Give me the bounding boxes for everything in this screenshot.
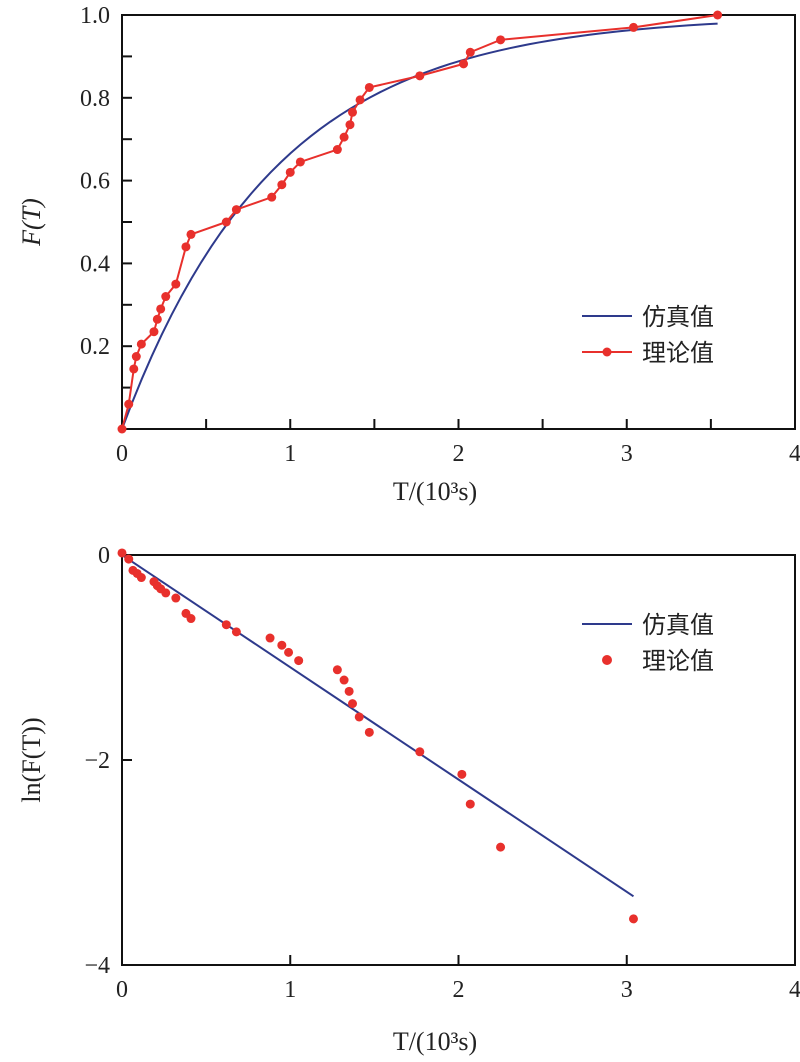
theory-point	[265, 633, 275, 643]
theory-point	[285, 167, 295, 177]
theory-point	[152, 314, 162, 324]
theory-point	[124, 554, 134, 564]
theory-point	[117, 548, 127, 558]
theory-point	[459, 59, 469, 69]
legend-marker-theory	[602, 347, 612, 357]
x-tick-label: 3	[621, 977, 633, 1003]
theory-point	[267, 192, 277, 202]
x-axis-label: T/(10³s)	[393, 477, 477, 506]
theory-point	[496, 35, 506, 45]
plot-area: 0 1 2 3 4 0.2 0.4 0.6 0.8 1.0	[80, 3, 800, 467]
theory-point	[161, 292, 171, 302]
y-tick-label: 0.2	[80, 334, 110, 360]
theory-point	[628, 914, 638, 924]
legend-label-theory: 理论值	[642, 647, 714, 675]
theory-point	[355, 95, 365, 105]
theory-point	[156, 304, 166, 314]
theory-point	[181, 242, 191, 252]
theory-point	[186, 614, 196, 624]
y-tick-label: −2	[84, 748, 110, 774]
x-tick-label: 0	[116, 441, 128, 467]
theory-point	[171, 593, 181, 603]
y-tick-label: −4	[84, 953, 110, 979]
theory-point	[221, 620, 231, 630]
theory-point	[344, 686, 354, 696]
theory-point	[221, 217, 231, 227]
theory-point	[117, 424, 127, 434]
theory-point	[124, 399, 134, 409]
theory-point	[284, 647, 294, 657]
theory-point	[131, 352, 141, 362]
x-tick-label: 1	[284, 441, 296, 467]
theory-point	[136, 573, 146, 583]
theory-point	[277, 640, 287, 650]
theory-point	[345, 120, 355, 130]
theory-point	[186, 229, 196, 239]
x-tick-label: 4	[789, 441, 800, 467]
theory-point	[231, 205, 241, 215]
theory-point	[496, 842, 506, 852]
theory-point	[294, 656, 304, 666]
x-tick-label: 3	[621, 441, 633, 467]
y-tick-label: 0.4	[80, 251, 110, 277]
theory-point	[332, 145, 342, 155]
y-tick-label: 1.0	[80, 3, 110, 29]
y-axis-label: F(T)	[17, 198, 46, 247]
theory-point	[277, 180, 287, 190]
y-axis-label: ln(F(T))	[17, 717, 46, 802]
legend-label-theory: 理论值	[642, 339, 714, 367]
y-tick-label: 0.6	[80, 169, 110, 195]
plot-area: 0 1 2 3 4 0 −2 −4	[84, 543, 800, 1003]
theory-point	[332, 665, 342, 675]
cdf-chart: 0 1 2 3 4 0.2 0.4 0.6 0.8 1.0 F(T) T/(10³s) 仿真值 理…	[17, 3, 800, 506]
x-axis-label: T/(10³s)	[393, 1027, 477, 1056]
x-tick-label: 1	[284, 977, 296, 1003]
theory-point	[339, 132, 349, 142]
legend-label-sim: 仿真值	[642, 303, 714, 331]
legend-marker-theory	[602, 655, 612, 665]
theory-point	[231, 627, 241, 637]
legend: 仿真值 理论值	[582, 611, 714, 675]
theory-point	[354, 712, 364, 722]
theory-point	[415, 71, 425, 81]
theory-point	[364, 82, 374, 92]
theory-point	[295, 157, 305, 167]
theory-point	[129, 364, 139, 374]
theory-point	[465, 799, 475, 809]
theory-point	[713, 10, 723, 20]
theory-point	[348, 699, 358, 709]
series-sim-line	[121, 554, 635, 898]
y-tick-label: 0.8	[80, 86, 110, 112]
x-tick-label: 2	[453, 441, 465, 467]
theory-point	[348, 107, 358, 117]
log-chart: 0 1 2 3 4 0 −2 −4 ln(F(T)) T/(10³s) 仿真值 理论值	[17, 543, 800, 1056]
legend: 仿真值 理论值	[582, 303, 714, 367]
theory-point	[415, 747, 425, 757]
theory-point	[161, 588, 171, 598]
theory-point	[628, 22, 638, 32]
y-tick-label: 0	[98, 543, 110, 569]
theory-point	[465, 47, 475, 57]
x-tick-label: 2	[453, 977, 465, 1003]
x-tick-label: 0	[116, 977, 128, 1003]
theory-point	[339, 675, 349, 685]
theory-point	[457, 769, 467, 779]
legend-label-sim: 仿真值	[642, 611, 714, 639]
theory-point	[149, 327, 159, 337]
theory-point	[171, 279, 181, 289]
theory-point	[364, 727, 374, 737]
theory-point	[136, 339, 146, 349]
x-tick-label: 4	[789, 977, 800, 1003]
